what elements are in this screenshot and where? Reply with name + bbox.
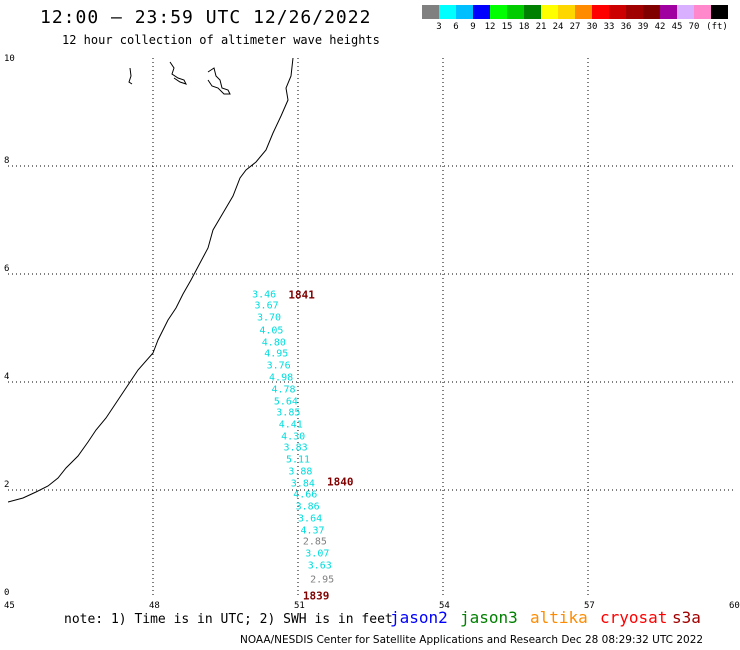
colorbar-swatch [643, 5, 660, 19]
colorbar-swatch [694, 5, 711, 19]
map-subtitle: 12 hour collection of altimeter wave hei… [62, 33, 380, 47]
colorbar-label: 30 [586, 22, 598, 32]
colorbar-label: 42 [654, 22, 666, 32]
colorbar-label: 9 [470, 22, 476, 32]
coastline [8, 58, 294, 503]
map-grid [8, 58, 733, 598]
colorbar-swatch [626, 5, 643, 19]
colorbar-labels: 3 6 9 12 15 18 21 24 27 30 33 36 39 42 45 70 (ft) [422, 22, 740, 34]
colorbar-swatch [711, 5, 728, 19]
island-outline [169, 61, 187, 85]
x-tick-label: 60 [729, 601, 740, 611]
colorbar-swatch [473, 5, 490, 19]
satellite-name-s3a: s3a [672, 608, 701, 627]
colorbar-swatch [456, 5, 473, 19]
colorbar-swatch [439, 5, 456, 19]
colorbar-swatch [660, 5, 677, 19]
x-tick-label: 48 [149, 601, 160, 611]
colorbar-swatch [507, 5, 524, 19]
colorbar-label: 3 [436, 22, 442, 32]
colorbar-label: 21 [535, 22, 547, 32]
credit-line: NOAA/NESDIS Center for Satellite Applica… [240, 634, 704, 646]
satellite-name-jason3: jason3 [460, 608, 518, 627]
satellite-name-jason2: jason2 [390, 608, 448, 627]
colorbar-swatch [490, 5, 507, 19]
colorbar-swatch [524, 5, 541, 19]
colorbar-swatch [592, 5, 609, 19]
x-tick-label: 45 [4, 601, 15, 611]
map-title: 12:00 – 23:59 UTC 12/26/2022 [40, 7, 372, 28]
x-tick-label: 51 [294, 601, 305, 611]
colorbar-swatch [558, 5, 575, 19]
colorbar-label: 6 [453, 22, 459, 32]
colorbar-label: 33 [603, 22, 615, 32]
colorbar-label: 24 [552, 22, 564, 32]
colorbar-label: (ft) [706, 22, 728, 32]
colorbar-swatch [609, 5, 626, 19]
satellite-name-cryosat: cryosat [600, 608, 668, 627]
colorbar-label: 36 [620, 22, 632, 32]
colorbar-label: 39 [637, 22, 649, 32]
colorbar-label: 15 [501, 22, 513, 32]
colorbar-label: 70 [688, 22, 700, 32]
island-outline [207, 67, 231, 95]
colorbar-swatch [541, 5, 558, 19]
colorbar-label: 27 [569, 22, 581, 32]
colorbar-label: 18 [518, 22, 530, 32]
colorbar-swatch [677, 5, 694, 19]
colorbar-swatch [422, 5, 439, 19]
colorbar-label: 45 [671, 22, 683, 32]
colorbar-swatch [575, 5, 592, 19]
island-outline [128, 67, 133, 85]
wave-height-colorbar [422, 5, 728, 19]
footer-note: note: 1) Time is in UTC; 2) SWH is in fe… [64, 612, 393, 627]
wave-height-map [8, 58, 733, 598]
colorbar-label: 12 [484, 22, 496, 32]
coastline-path [8, 58, 294, 503]
satellite-name-altika: altika [530, 608, 588, 627]
